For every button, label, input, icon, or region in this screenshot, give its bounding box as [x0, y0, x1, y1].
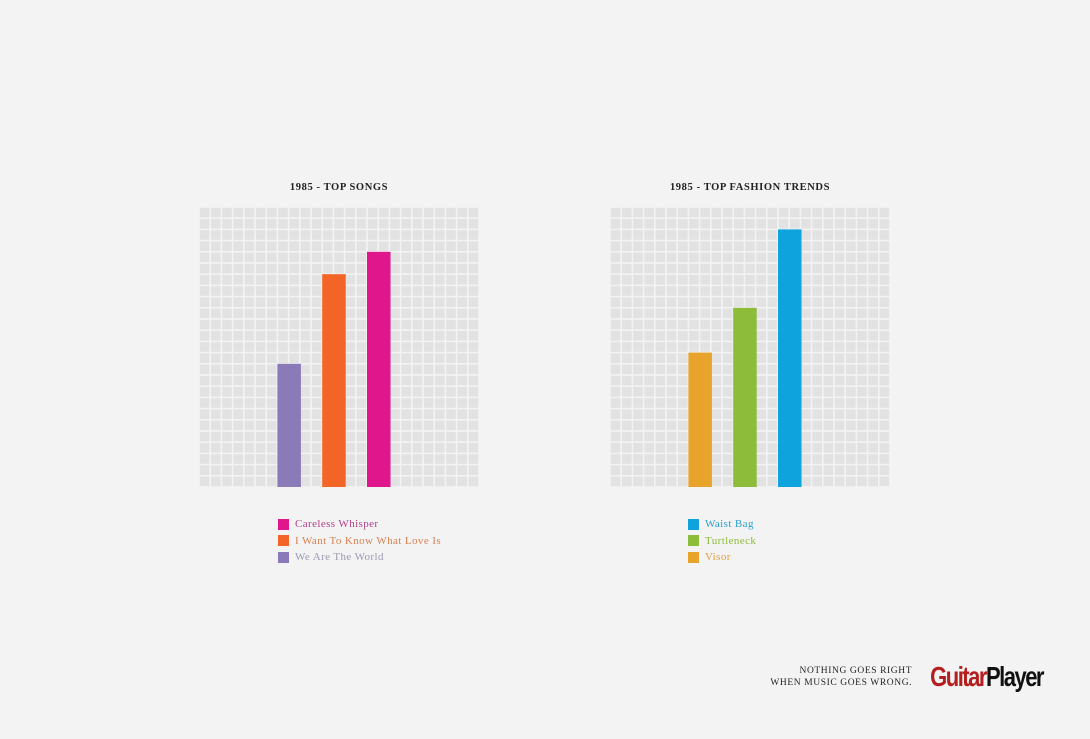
legend-swatch	[688, 518, 699, 530]
legend-label: Visor	[705, 551, 731, 564]
songs-bar-chart	[199, 207, 479, 487]
tagline-line-2: WHEN MUSIC GOES WRONG.	[770, 678, 913, 688]
tagline-line-1: NOTHING GOES RIGHT	[799, 666, 913, 676]
legend-label: I Want To Know What Love Is	[295, 534, 442, 547]
bar-turtleneck	[733, 307, 757, 487]
legend-item-careless-whisper: Careless Whisper	[278, 516, 441, 533]
legend-swatch	[278, 518, 289, 530]
legend-item-waist-bag: Waist Bag	[688, 516, 756, 533]
legend-swatch	[688, 551, 699, 563]
legend-swatch	[278, 551, 289, 563]
legend-label: Waist Bag	[705, 518, 754, 531]
bar-visor	[688, 352, 712, 487]
chart-title-fashion: 1985 - TOP FASHION TRENDS	[669, 182, 831, 193]
songs-legend: Careless Whisper I Want To Know What Love…	[278, 516, 441, 566]
legend-item-turtleneck: Turtleneck	[688, 533, 756, 550]
legend-item-visor: Visor	[688, 549, 756, 566]
chart-title-songs: 1985 - TOP SONGS	[289, 182, 389, 193]
fashion-legend: Waist Bag Turtleneck Visor	[688, 516, 756, 566]
bar-waist-bag	[778, 229, 802, 487]
bar-we-are-the-world	[277, 363, 301, 487]
bar-careless-whisper	[367, 251, 391, 487]
logo-part-guitar: Guitar	[930, 660, 987, 692]
guitar-player-logo: Guitar Player	[930, 660, 1045, 694]
legend-swatch	[278, 535, 289, 547]
bar-i-want-to-know-what-love-is	[322, 274, 346, 487]
logo-part-player: Player	[985, 660, 1045, 692]
legend-swatch	[688, 535, 699, 547]
legend-label: Turtleneck	[705, 534, 757, 547]
legend-label: We Are The World	[295, 551, 384, 564]
tagline: NOTHING GOES RIGHT WHEN MUSIC GOES WRONG…	[770, 665, 912, 689]
legend-item-i-want-to-know-what-love-is: I Want To Know What Love Is	[278, 533, 441, 550]
legend-label: Careless Whisper	[295, 518, 379, 531]
fashion-bar-chart	[610, 207, 890, 487]
legend-item-we-are-the-world: We Are The World	[278, 549, 441, 566]
footer: NOTHING GOES RIGHT WHEN MUSIC GOES WRONG…	[770, 661, 1044, 692]
